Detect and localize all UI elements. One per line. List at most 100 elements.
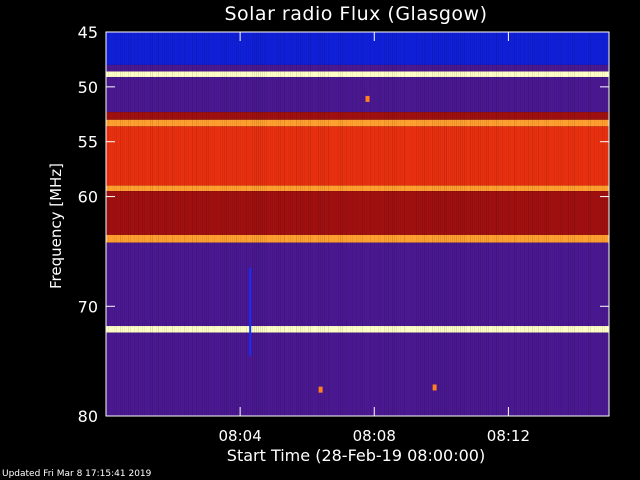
- noise-column: [284, 32, 285, 416]
- noise-column: [452, 32, 453, 416]
- noise-column: [426, 32, 427, 416]
- noise-column: [282, 32, 283, 416]
- noise-column: [298, 32, 299, 416]
- noise-column: [306, 32, 307, 416]
- noise-column: [458, 32, 459, 416]
- noise-column: [262, 32, 263, 416]
- noise-column: [330, 32, 331, 416]
- noise-column: [522, 32, 523, 416]
- noise-column: [218, 32, 219, 416]
- frequency-band: [106, 332, 609, 416]
- noise-column: [530, 32, 531, 416]
- noise-column: [520, 32, 521, 416]
- noise-column: [510, 32, 511, 416]
- noise-column: [528, 32, 529, 416]
- noise-column: [270, 32, 271, 416]
- noise-column: [302, 32, 303, 416]
- noise-column: [138, 32, 139, 416]
- noise-column: [594, 32, 595, 416]
- noise-column: [166, 32, 167, 416]
- burst-spot: [432, 384, 437, 391]
- noise-column: [114, 32, 115, 416]
- noise-column: [502, 32, 503, 416]
- noise-column: [246, 32, 247, 416]
- noise-column: [424, 32, 425, 416]
- noise-column: [346, 32, 347, 416]
- noise-column: [572, 32, 573, 416]
- noise-column: [328, 32, 329, 416]
- noise-column: [296, 32, 297, 416]
- noise-column: [242, 32, 243, 416]
- noise-column: [112, 32, 113, 416]
- noise-column: [128, 32, 129, 416]
- noise-column: [430, 32, 431, 416]
- noise-column: [314, 32, 315, 416]
- noise-column: [518, 32, 519, 416]
- noise-column: [292, 32, 293, 416]
- chart-title: Solar radio Flux (Glasgow): [224, 3, 488, 25]
- frequency-band: [106, 191, 609, 235]
- noise-column: [420, 32, 421, 416]
- noise-column: [342, 32, 343, 416]
- noise-column: [266, 32, 267, 416]
- noise-column: [388, 32, 389, 416]
- noise-column: [154, 32, 155, 416]
- noise-column: [494, 32, 495, 416]
- noise-column: [590, 32, 591, 416]
- noise-column: [546, 32, 547, 416]
- noise-column: [322, 32, 323, 416]
- noise-column: [512, 32, 513, 416]
- noise-column: [210, 32, 211, 416]
- noise-column: [366, 32, 367, 416]
- noise-column: [204, 32, 205, 416]
- noise-column: [258, 32, 259, 416]
- noise-column: [596, 32, 597, 416]
- noise-column: [110, 32, 111, 416]
- noise-column: [202, 32, 203, 416]
- noise-column: [160, 32, 161, 416]
- noise-column: [422, 32, 423, 416]
- noise-column: [320, 32, 321, 416]
- noise-column: [444, 32, 445, 416]
- frequency-band: [106, 126, 609, 186]
- noise-column: [146, 32, 147, 416]
- noise-column: [592, 32, 593, 416]
- noise-column: [380, 32, 381, 416]
- noise-column: [524, 32, 525, 416]
- noise-column: [606, 32, 607, 416]
- noise-column: [400, 32, 401, 416]
- noise-column: [280, 32, 281, 416]
- noise-column: [442, 32, 443, 416]
- x-tick-label: 08:04: [219, 427, 262, 445]
- noise-column: [208, 32, 209, 416]
- noise-column: [316, 32, 317, 416]
- noise-column: [364, 32, 365, 416]
- noise-column: [486, 32, 487, 416]
- noise-column: [454, 32, 455, 416]
- y-tick-label: 45: [78, 23, 98, 42]
- burst-spot: [365, 95, 370, 102]
- noise-column: [540, 32, 541, 416]
- noise-column: [276, 32, 277, 416]
- noise-column: [206, 32, 207, 416]
- noise-column: [542, 32, 543, 416]
- noise-column: [476, 32, 477, 416]
- noise-column: [134, 32, 135, 416]
- noise-column: [402, 32, 403, 416]
- noise-column: [178, 32, 179, 416]
- noise-column: [576, 32, 577, 416]
- noise-column: [212, 32, 213, 416]
- noise-column: [438, 32, 439, 416]
- noise-column: [480, 32, 481, 416]
- noise-column: [584, 32, 585, 416]
- noise-column: [326, 32, 327, 416]
- noise-column: [544, 32, 545, 416]
- noise-column: [474, 32, 475, 416]
- noise-column: [250, 32, 251, 416]
- x-axis: 08:04 08:08 08:12: [219, 32, 530, 445]
- noise-column: [372, 32, 373, 416]
- y-axis-label: Frequency [MHz]: [47, 162, 65, 290]
- frequency-band: [106, 242, 609, 327]
- noise-column: [120, 32, 121, 416]
- noise-column: [186, 32, 187, 416]
